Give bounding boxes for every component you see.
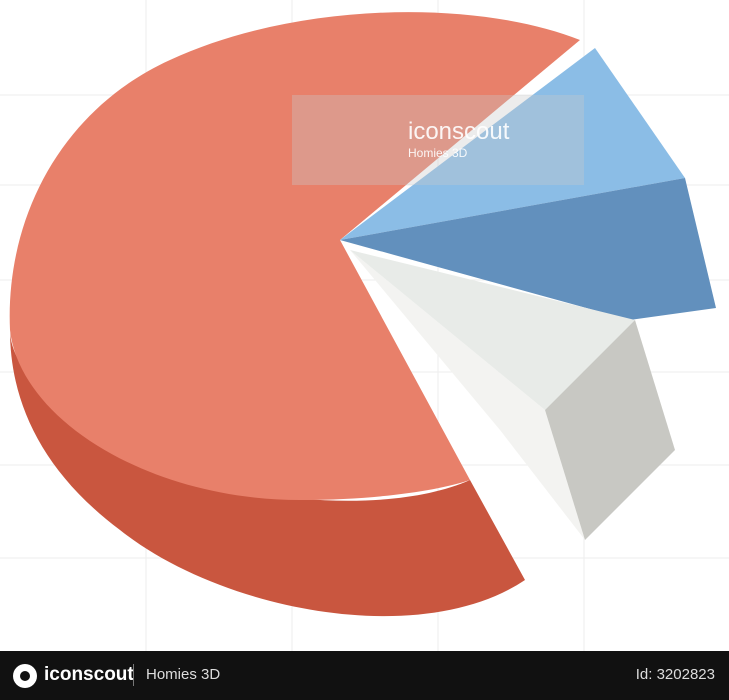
footer-logo <box>13 664 37 688</box>
footer: iconscout Homies 3D Id: 3202823 <box>0 651 729 700</box>
illustration <box>0 0 729 651</box>
watermark-subtitle: Homies 3D <box>408 146 468 160</box>
red-slice-top <box>9 12 580 500</box>
footer-subtitle: Homies 3D <box>146 666 221 683</box>
white-slice-side <box>545 320 675 540</box>
blue-slice-top <box>340 48 685 240</box>
watermark-brand: iconscout <box>408 118 510 145</box>
white-slice-top <box>350 250 635 410</box>
footer-separator <box>133 664 134 686</box>
footer-id: Id: 3202823 <box>635 666 715 683</box>
watermark-box <box>292 95 584 185</box>
blue-slice-side <box>340 178 716 320</box>
footer-brand[interactable]: iconscout <box>44 664 134 685</box>
red-slice-side <box>10 330 525 617</box>
